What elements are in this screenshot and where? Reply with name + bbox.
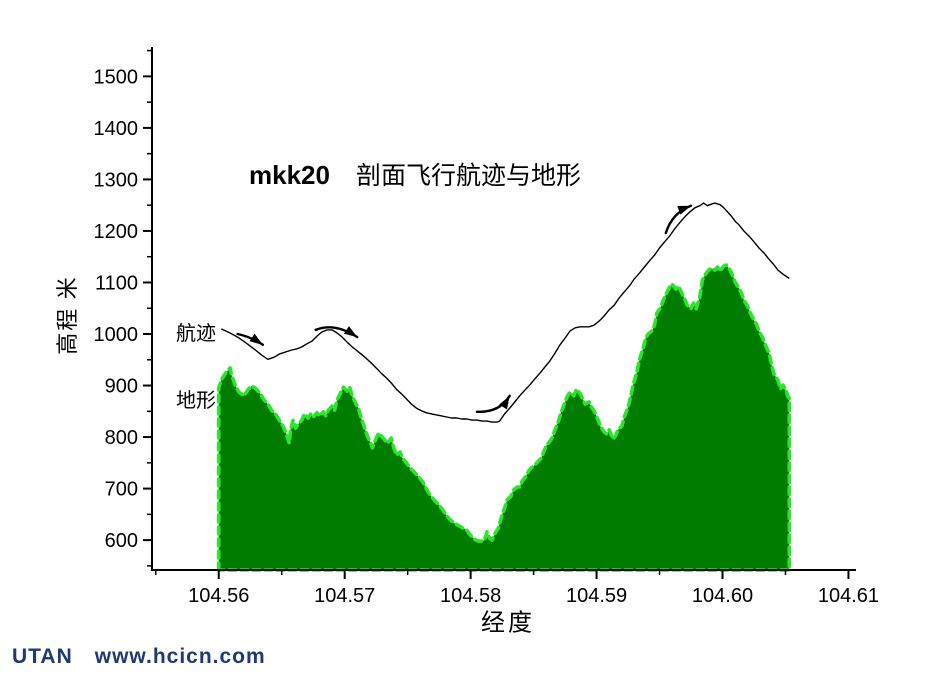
x-tick-label: 104.60 <box>692 585 753 607</box>
y-tick-label: 1200 <box>94 221 139 243</box>
y-tick-label: 900 <box>105 376 138 398</box>
terrain-area <box>216 263 792 572</box>
watermark-url: www.hcicn.com <box>94 645 266 668</box>
y-tick-label: 1400 <box>94 118 139 140</box>
x-tick-label: 104.56 <box>188 585 249 607</box>
flight-direction-arrowhead <box>249 333 263 345</box>
chart-title: mkk20 剖面飞行航迹与地形 <box>249 156 581 192</box>
chart-title-text: 剖面飞行航迹与地形 <box>355 163 581 190</box>
y-tick-label: 600 <box>105 530 138 552</box>
flight-direction-arrowhead <box>499 395 510 410</box>
y-tick-label: 1000 <box>94 324 139 346</box>
x-tick-label: 104.58 <box>440 585 501 607</box>
chart-title-prefix: mkk20 <box>249 160 330 190</box>
y-tick-label: 1300 <box>94 169 139 191</box>
x-tick-label: 104.59 <box>566 585 627 607</box>
y-tick-label: 700 <box>105 479 138 501</box>
y-tick-label: 1500 <box>94 66 139 88</box>
series-label-flight-track: 航迹 <box>176 323 216 345</box>
flight-track-line <box>221 202 790 423</box>
flight-direction-arrowhead <box>677 205 692 215</box>
watermark: UTAN www.hcicn.com <box>12 645 266 669</box>
watermark-brand: UTAN <box>12 645 73 668</box>
y-axis-title: 高程 米 <box>55 275 80 355</box>
x-axis-title: 经度 <box>481 610 535 637</box>
flight-direction-arrowhead <box>343 326 358 338</box>
y-tick-label: 800 <box>105 427 138 449</box>
flight-direction-arrow <box>664 204 693 235</box>
series-label-terrain: 地形 <box>176 390 216 412</box>
x-tick-label: 104.61 <box>818 585 879 607</box>
y-tick-label: 1100 <box>95 272 138 294</box>
x-tick-label: 104.57 <box>314 585 375 607</box>
